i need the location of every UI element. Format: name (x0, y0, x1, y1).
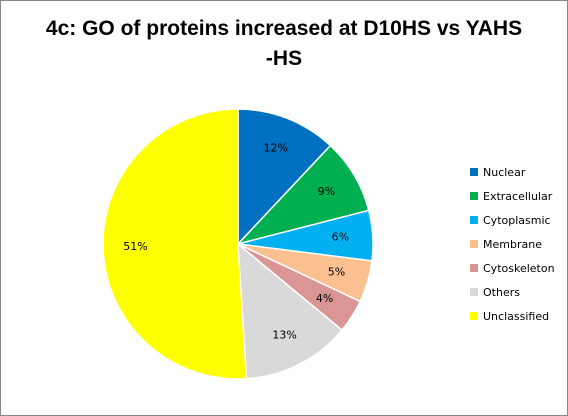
legend-swatch (470, 216, 478, 224)
legend-item-cytoplasmic: Cytoplasmic (470, 214, 566, 238)
data-label-extracellular: 9% (318, 185, 335, 198)
legend-swatch (470, 168, 478, 176)
legend-label: Cytoplasmic (483, 214, 551, 227)
legend-label: Others (483, 286, 520, 299)
data-label-membrane: 5% (328, 266, 345, 279)
legend-item-nuclear: Nuclear (470, 166, 566, 190)
legend-label: Cytoskeleton (483, 262, 555, 275)
pie-slice-unclassified (102, 108, 248, 380)
legend-swatch (470, 288, 478, 296)
legend-swatch (470, 240, 478, 248)
data-label-others: 13% (272, 328, 296, 341)
pie-slice-nuclear (237, 108, 332, 246)
legend-item-cytoskeleton: Cytoskeleton (470, 262, 566, 286)
legend-item-others: Others (470, 286, 566, 310)
data-label-cytoplasmic: 6% (332, 231, 349, 244)
legend-item-extracellular: Extracellular (470, 190, 566, 214)
pie-slice-others (237, 242, 344, 380)
legend-label: Membrane (483, 238, 542, 251)
legend-swatch (470, 264, 478, 272)
legend-label: Unclassified (483, 310, 550, 323)
legend-label: Nuclear (483, 166, 526, 179)
legend-label: Extracellular (483, 190, 553, 203)
legend-swatch (470, 312, 478, 320)
data-label-nuclear: 12% (264, 142, 288, 155)
legend-item-membrane: Membrane (470, 238, 566, 262)
chart-title: 4c: GO of proteins increased at D10HS vs… (45, 17, 523, 70)
data-label-cytoskeleton: 4% (316, 292, 333, 305)
legend-item-unclassified: Unclassified (470, 310, 566, 334)
legend-swatch (470, 192, 478, 200)
legend: Nuclear Extracellular Cytoplasmic Membrane C… (470, 166, 566, 334)
data-label-unclassified: 51% (123, 240, 147, 253)
